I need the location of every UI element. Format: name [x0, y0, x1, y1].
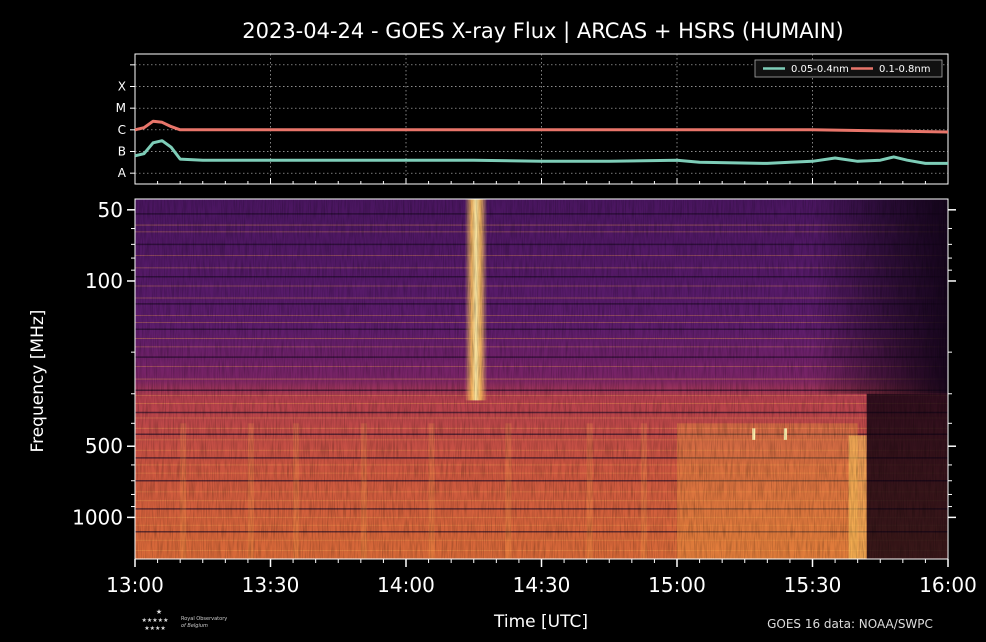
time-tick-label: 13:00	[106, 573, 164, 597]
time-tick-label: 14:00	[377, 573, 435, 597]
goes-class-label: A	[118, 166, 127, 180]
logo-text-line1: Royal Observatory	[181, 616, 227, 622]
legend-box	[754, 59, 943, 78]
legend-label-long: 0.1-0.8nm	[879, 64, 931, 75]
royal-observatory-logo: ★ ★★★★★ ★★★★ Royal Observatory of Belgiu…	[142, 608, 228, 632]
goes-class-label: M	[116, 101, 126, 115]
spectrogram-panel: 50 100 500 1000	[72, 198, 956, 560]
goes-series	[134, 119, 949, 165]
goes-class-label: B	[118, 145, 126, 159]
y-axis-label: Frequency [MHz]	[28, 310, 48, 453]
frequency-axis: 50 100 500 1000	[72, 198, 956, 529]
time-tick-label: 14:30	[513, 573, 571, 597]
figure-title: 2023-04-24 - GOES X-ray Flux | ARCAS + H…	[242, 19, 844, 44]
freq-tick-label: 1000	[72, 505, 123, 529]
logo-stars-top: ★	[156, 608, 162, 616]
logo-text-line2: of Belgium	[181, 623, 208, 629]
freq-tick-label: 500	[85, 434, 123, 458]
spectrogram-noise	[135, 199, 948, 559]
logo-stars-bottom: ★★★★	[144, 625, 166, 632]
legend-label-short: 0.05-0.4nm	[791, 64, 849, 75]
data-credit: GOES 16 data: NOAA/SWPC	[767, 617, 933, 631]
time-tick-label: 13:30	[242, 573, 300, 597]
time-tick-label: 15:30	[784, 573, 842, 597]
goes-class-label: C	[118, 123, 126, 137]
legend: 0.05-0.4nm 0.1-0.8nm	[754, 59, 943, 78]
goes-class-label: X	[118, 80, 126, 94]
freq-tick-label: 50	[98, 198, 123, 222]
time-tick-label: 15:00	[648, 573, 706, 597]
goes-line-long	[134, 119, 949, 134]
freq-tick-label: 100	[85, 269, 123, 293]
time-tick-label: 16:00	[919, 573, 977, 597]
time-axis: 13:00 13:30 14:00 14:30 15:00 15:30 16:00	[106, 559, 977, 597]
goes-line-short	[134, 139, 948, 165]
logo-stars-mid: ★★★★★	[142, 617, 169, 624]
x-axis-label: Time [UTC]	[493, 612, 588, 632]
